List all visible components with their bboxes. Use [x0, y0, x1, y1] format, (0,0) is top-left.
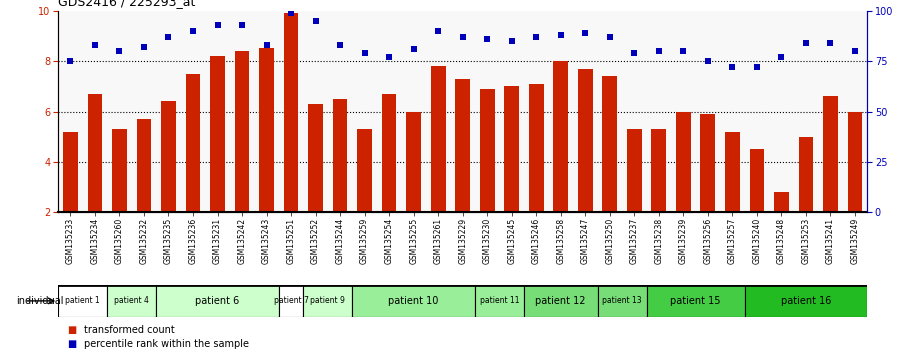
Text: transformed count: transformed count [84, 325, 175, 335]
Text: patient 1: patient 1 [65, 296, 100, 306]
Point [848, 48, 863, 54]
Point [603, 34, 617, 40]
Bar [185, 74, 200, 212]
Text: patient 15: patient 15 [670, 296, 721, 306]
Point [725, 64, 740, 70]
Point [504, 38, 519, 44]
Point [799, 40, 814, 46]
Bar [474, 285, 524, 317]
Bar [578, 69, 593, 212]
Point [554, 32, 568, 38]
Text: patient 11: patient 11 [480, 296, 519, 306]
Point [185, 28, 200, 34]
Bar [750, 149, 764, 212]
Point [210, 22, 225, 28]
Point [87, 42, 102, 48]
Point [161, 34, 175, 40]
Bar [259, 48, 274, 212]
Bar [597, 285, 646, 317]
Point [774, 54, 789, 60]
Bar [480, 89, 494, 212]
Bar [136, 119, 151, 212]
Text: patient 7: patient 7 [274, 296, 308, 306]
Bar [210, 56, 225, 212]
Bar [455, 79, 470, 212]
Text: individual: individual [16, 296, 64, 306]
Point [136, 44, 151, 50]
Bar [529, 84, 544, 212]
Point [112, 48, 126, 54]
Point [333, 42, 347, 48]
Text: GDS2416 / 225293_at: GDS2416 / 225293_at [58, 0, 195, 8]
Bar [554, 61, 568, 212]
Point [406, 46, 421, 52]
Text: patient 16: patient 16 [781, 296, 831, 306]
Bar [279, 285, 304, 317]
Text: patient 10: patient 10 [388, 296, 439, 306]
Text: ■: ■ [67, 325, 76, 335]
Text: patient 13: patient 13 [603, 296, 642, 306]
Text: patient 12: patient 12 [535, 296, 586, 306]
Point [235, 22, 249, 28]
Bar [504, 86, 519, 212]
Bar [676, 112, 691, 212]
Text: ■: ■ [67, 339, 76, 349]
Point [431, 28, 445, 34]
Point [63, 58, 77, 64]
Point [480, 36, 494, 42]
Text: percentile rank within the sample: percentile rank within the sample [84, 339, 249, 349]
Bar [304, 285, 353, 317]
Point [284, 10, 298, 16]
Bar [161, 101, 175, 212]
Bar [156, 285, 279, 317]
Text: patient 9: patient 9 [310, 296, 345, 306]
Bar [847, 112, 863, 212]
Bar [524, 285, 597, 317]
Bar [652, 129, 666, 212]
Point [652, 48, 666, 54]
Point [308, 18, 323, 23]
Point [529, 34, 544, 40]
Bar [603, 76, 617, 212]
Bar [112, 129, 127, 212]
Point [357, 50, 372, 56]
Bar [284, 13, 298, 212]
Bar [235, 51, 249, 212]
Point [578, 30, 593, 36]
Bar [774, 192, 789, 212]
Bar [744, 285, 867, 317]
Point [455, 34, 470, 40]
Bar [431, 66, 445, 212]
Bar [823, 96, 838, 212]
Point [382, 54, 396, 60]
Bar [382, 94, 396, 212]
Point [701, 58, 715, 64]
Text: patient 6: patient 6 [195, 296, 240, 306]
Bar [646, 285, 744, 317]
Point [750, 64, 764, 70]
Bar [58, 285, 107, 317]
Point [676, 48, 691, 54]
Bar [63, 132, 78, 212]
Bar [357, 129, 372, 212]
Text: patient 4: patient 4 [115, 296, 149, 306]
Bar [308, 104, 323, 212]
Bar [406, 112, 421, 212]
Bar [333, 99, 347, 212]
Point [627, 50, 642, 56]
Bar [701, 114, 715, 212]
Bar [725, 132, 740, 212]
Bar [798, 137, 814, 212]
Bar [107, 285, 156, 317]
Bar [353, 285, 474, 317]
Point [824, 40, 838, 46]
Bar [87, 94, 103, 212]
Point [259, 42, 274, 48]
Bar [627, 129, 642, 212]
